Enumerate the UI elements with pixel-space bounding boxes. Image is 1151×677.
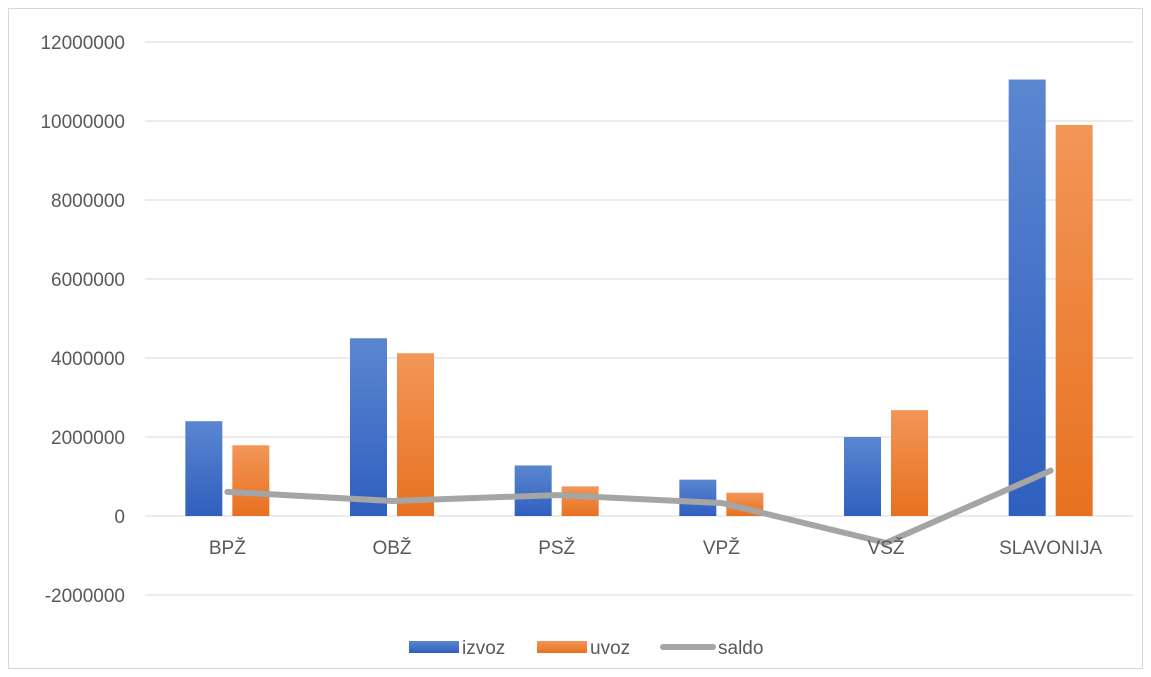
y-tick-label: 12000000	[40, 33, 125, 54]
y-tick-label: 2000000	[51, 428, 125, 449]
y-tick-label: 6000000	[51, 270, 125, 291]
x-tick-label: BPŽ	[209, 537, 246, 559]
gridlines	[145, 41, 1133, 596]
x-tick-label: PSŽ	[538, 537, 575, 559]
bar-uvoz-4	[891, 410, 928, 516]
y-tick-label: 8000000	[51, 191, 125, 212]
bar-uvoz-2	[561, 486, 599, 516]
bar-izvoz-1	[350, 338, 387, 516]
bar-uvoz-1	[397, 353, 434, 516]
legend-label-izvoz: izvoz	[462, 638, 505, 659]
bar-izvoz-5	[1008, 79, 1046, 517]
y-tick-label: -2000000	[45, 586, 125, 607]
x-tick-label: VPŽ	[703, 537, 740, 559]
x-tick-label: VSŽ	[868, 537, 905, 559]
bar-izvoz-4	[844, 437, 881, 516]
legend-label-saldo: saldo	[718, 638, 763, 659]
legend: izvoz uvoz saldo	[409, 638, 763, 659]
y-tick-label: 4000000	[51, 349, 125, 370]
y-tick-label: 0	[114, 507, 125, 528]
bar-izvoz-2	[514, 465, 552, 516]
legend-swatch-uvoz	[537, 641, 587, 653]
saldo-line-layer	[224, 467, 1054, 546]
legend-swatch-izvoz	[409, 641, 459, 653]
x-axis-tick-labels: BPŽ OBŽ PSŽ VPŽ VSŽ SLAVONIJA	[209, 537, 1103, 559]
bars	[185, 79, 1093, 517]
y-tick-label: 10000000	[40, 112, 125, 133]
legend-label-uvoz: uvoz	[590, 638, 630, 659]
bar-uvoz-5	[1055, 124, 1093, 516]
bar-uvoz-0	[232, 445, 270, 516]
chart-frame	[8, 8, 1143, 669]
x-tick-label: SLAVONIJA	[999, 538, 1102, 559]
y-axis-tick-labels: -2000000 0 2000000 4000000 6000000 8000000 100…	[40, 33, 125, 607]
bar-izvoz-3	[679, 479, 717, 516]
series-line-saldo	[224, 467, 1054, 546]
x-tick-label: OBŽ	[372, 537, 411, 559]
bar-izvoz-0	[185, 421, 223, 516]
